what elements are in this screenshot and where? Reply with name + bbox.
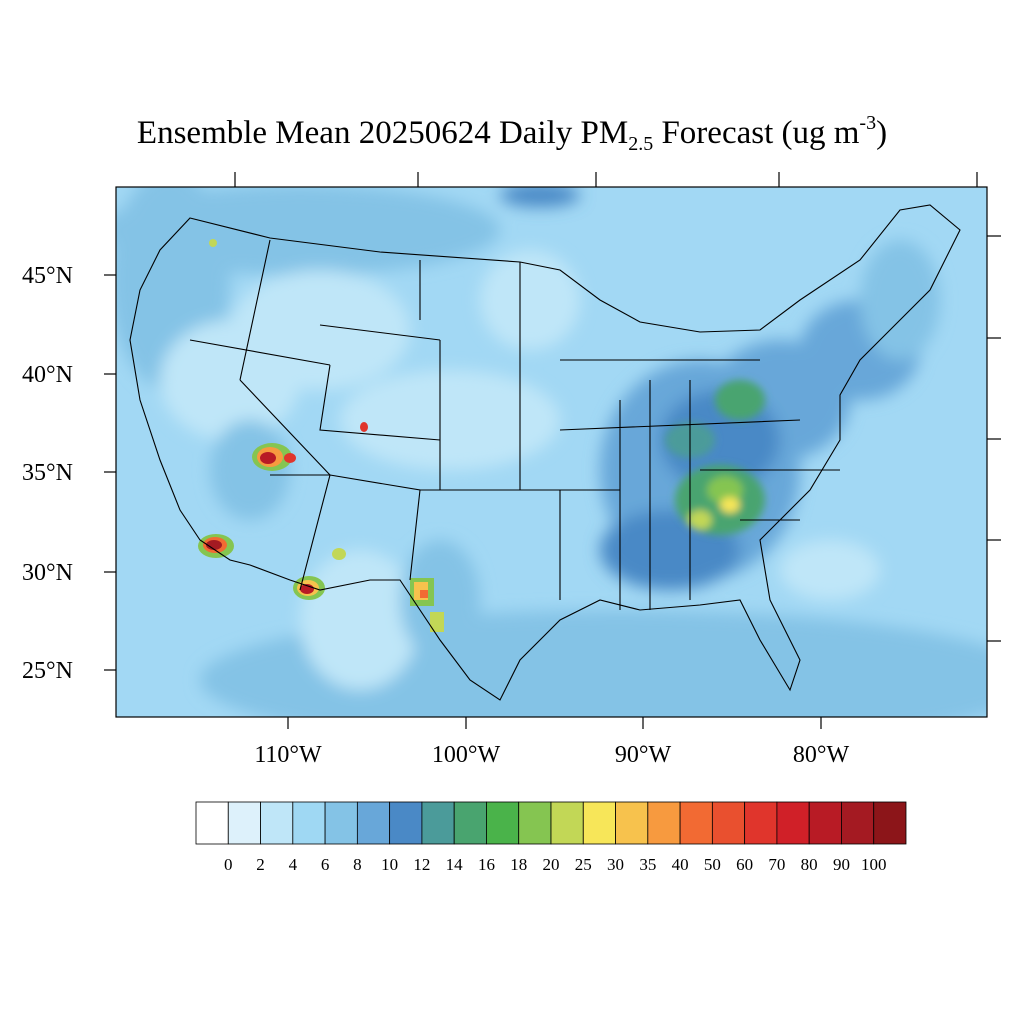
colorbar-label: 80 xyxy=(801,855,818,874)
colorbar-label: 20 xyxy=(543,855,560,874)
colorbar-bin xyxy=(873,801,907,845)
title-sup: -3 xyxy=(859,112,877,134)
colorbar-label: 2 xyxy=(256,855,265,874)
lon-label-80: 80°W xyxy=(793,742,850,768)
colorbar-label: 4 xyxy=(289,855,298,874)
colorbar-bin xyxy=(582,801,616,845)
latitude-labels: 45°N 40°N 35°N 30°N 25°N xyxy=(22,263,73,684)
colorbar-bin xyxy=(744,801,778,845)
colorbar-label: 100 xyxy=(861,855,887,874)
colorbar-bin xyxy=(647,801,681,845)
chart-title: Ensemble Mean 20250624 Daily PM2.5 Forec… xyxy=(0,112,1024,156)
axis-ticks xyxy=(104,172,1001,729)
colorbar-label: 25 xyxy=(575,855,592,874)
colorbar-label: 50 xyxy=(704,855,721,874)
colorbar-label: 35 xyxy=(639,855,656,874)
map-frame xyxy=(115,186,988,718)
colorbar-label: 8 xyxy=(353,855,362,874)
colorbar-bin xyxy=(324,801,358,845)
colorbar-label: 14 xyxy=(446,855,464,874)
title-sub: 2.5 xyxy=(628,133,654,155)
lat-label-30: 30°N xyxy=(22,560,73,586)
colorbar-bin xyxy=(260,801,294,845)
colorbar-bin xyxy=(518,801,552,845)
colorbar-bin xyxy=(453,801,487,845)
colorbar-bin xyxy=(841,801,875,845)
title-main: Ensemble Mean 20250624 Daily PM xyxy=(136,115,629,151)
colorbar-label: 12 xyxy=(413,855,430,874)
colorbar-bin xyxy=(711,801,746,845)
hotspot-arizona xyxy=(293,576,325,600)
colorbar-label: 10 xyxy=(381,855,398,874)
colorbar-label: 18 xyxy=(510,855,527,874)
colorbar-bin xyxy=(356,801,391,845)
colorbar-label: 6 xyxy=(321,855,330,874)
lon-label-110: 110°W xyxy=(254,742,322,768)
colorbar-bin xyxy=(195,801,229,845)
longitude-labels: 110°W 100°W 90°W 80°W xyxy=(254,742,849,768)
lat-label-40: 40°N xyxy=(22,362,73,388)
lon-label-100: 100°W xyxy=(432,742,501,768)
elevated-pm-east xyxy=(665,380,765,535)
hotspot-new-mexico xyxy=(209,239,368,560)
lat-label-45: 45°N xyxy=(22,263,73,289)
colorbar-bin xyxy=(421,801,455,845)
colorbar-label: 0 xyxy=(224,855,233,874)
colorbar-bin xyxy=(227,801,261,845)
colorbar-bin xyxy=(292,801,326,845)
colorbar-bin xyxy=(550,801,584,845)
us-outline xyxy=(129,204,961,701)
colorbar-bin xyxy=(486,801,520,845)
colorbar-label: 90 xyxy=(833,855,850,874)
colorbar-bin xyxy=(808,801,842,845)
colorbar-bin xyxy=(679,801,713,845)
lat-label-25: 25°N xyxy=(22,658,73,684)
title-after: Forecast (ug m xyxy=(653,115,860,151)
lon-label-90: 90°W xyxy=(615,742,672,768)
colorbar-bin xyxy=(776,801,810,845)
hotspot-socal xyxy=(198,534,234,558)
colorbar xyxy=(195,801,907,845)
colorbar-label: 70 xyxy=(768,855,785,874)
colorbar-label: 60 xyxy=(736,855,753,874)
colorbar-bin xyxy=(389,801,423,845)
colorbar-label: 30 xyxy=(607,855,624,874)
boundaries xyxy=(129,204,961,701)
colorbar-bin xyxy=(615,801,649,845)
hotspot-nevada xyxy=(252,443,296,471)
colorbar-label: 40 xyxy=(672,855,689,874)
colorbar-labels: 0 2 4 6 8 10 12 14 16 18 20 25 30 35 40 50 60 70 80 90 100 xyxy=(224,855,886,874)
state-lines xyxy=(189,239,840,610)
map-panel xyxy=(116,187,987,717)
colorbar-label: 16 xyxy=(478,855,495,874)
title-close: ) xyxy=(876,115,888,151)
lat-label-35: 35°N xyxy=(22,460,73,486)
